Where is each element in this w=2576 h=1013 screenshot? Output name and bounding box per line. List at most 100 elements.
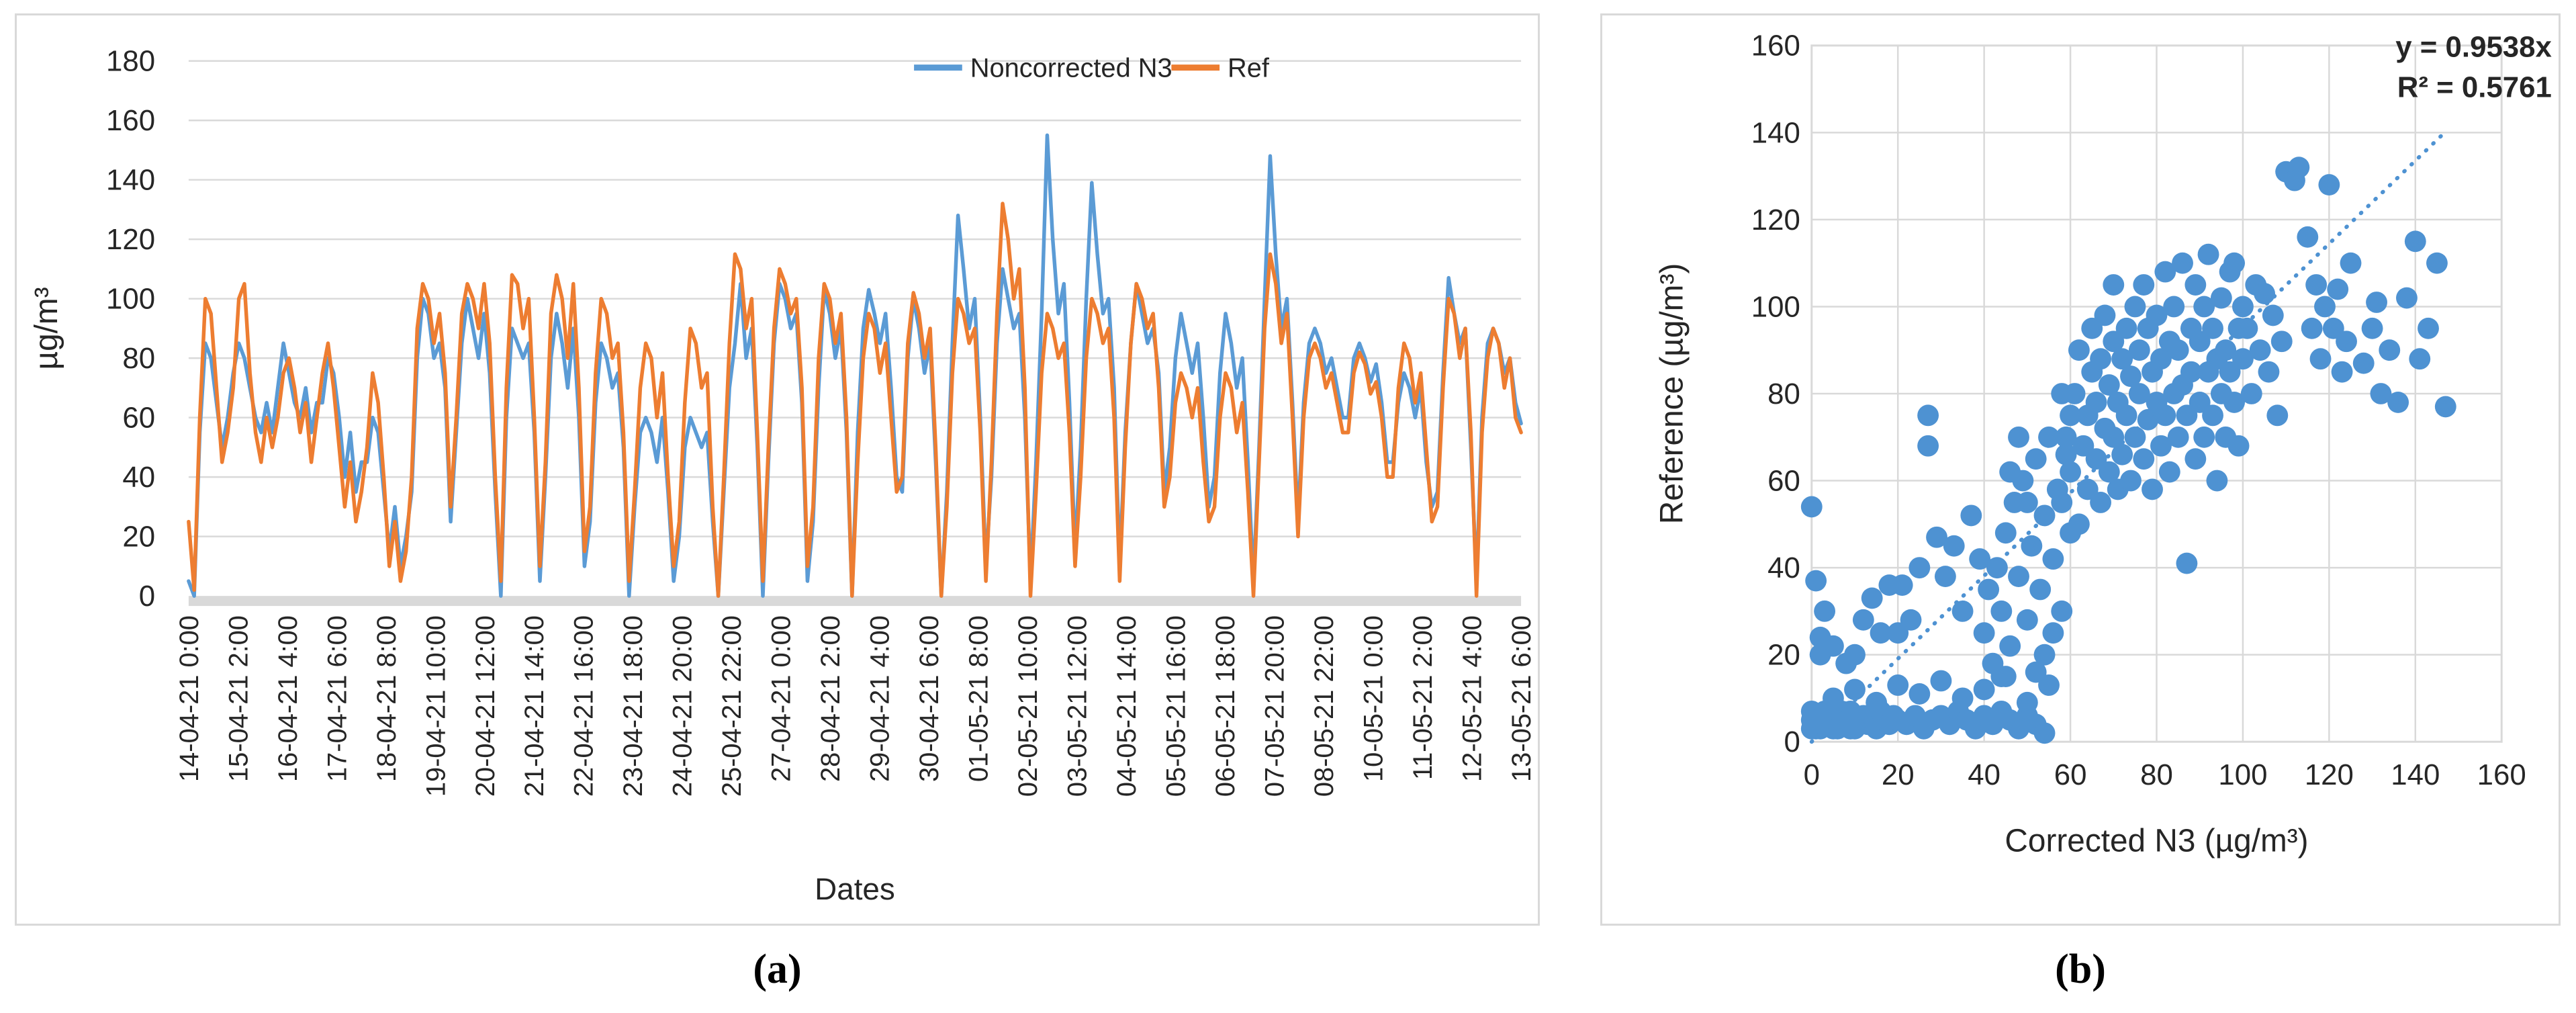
scatter-point <box>2133 448 2155 470</box>
scatter-point <box>2016 492 2038 513</box>
x-tick-label: 60 <box>2054 758 2087 791</box>
scatter-point <box>2029 578 2052 601</box>
scatter-point <box>1861 587 1883 609</box>
x-tick-label: 23-04-21 18:00 <box>618 615 648 797</box>
x-tick-label: 22-04-21 16:00 <box>569 615 599 797</box>
scatter-point <box>2322 317 2344 339</box>
scatter-point <box>2051 600 2073 622</box>
x-tick-label: 05-05-21 16:00 <box>1162 615 1191 797</box>
y-tick-label: 40 <box>1767 552 1800 584</box>
scatter-point <box>2327 278 2349 300</box>
x-tick-label: 06-05-21 18:00 <box>1211 615 1240 797</box>
x-tick-label: 28-04-21 2:00 <box>816 615 845 782</box>
scatter-point <box>2064 383 2086 404</box>
x-tick-label: 0 <box>1804 758 1820 791</box>
scatter-point <box>2176 404 2198 427</box>
scatter-point <box>2081 317 2103 339</box>
scatter-point <box>1994 522 2017 544</box>
x-tick-label: 24-04-21 20:00 <box>668 615 698 797</box>
scatter-point <box>2266 404 2289 427</box>
x-tick-label: 40 <box>1968 758 2000 791</box>
scatter-chart-panel: 0 20 40 60 80 100 120 140 160 0 20 40 60 80 100 120 140 1… <box>1600 13 2561 926</box>
scatter-point <box>2150 435 2172 457</box>
scatter-point <box>1839 717 1861 740</box>
ref-line <box>187 202 1523 598</box>
scatter-point <box>2240 383 2262 404</box>
x-tick-label: 08-05-21 22:00 <box>1309 615 1339 797</box>
scatter-point <box>2146 304 2168 326</box>
scatter-point <box>1917 435 1939 457</box>
y-axis-title: Reference (µg/m³) <box>1655 263 1690 525</box>
scatter-point <box>1951 687 1974 709</box>
scatter-point <box>2154 261 2176 283</box>
x-tick-label: 19-04-21 10:00 <box>421 615 451 797</box>
scatter-point <box>1814 600 1836 622</box>
scatter-point <box>2379 339 2401 361</box>
equation-line: y = 0.9538x <box>2395 31 2552 64</box>
x-tick-label: 29-04-21 4:00 <box>866 615 895 782</box>
scatter-point <box>2025 448 2047 470</box>
scatter-point <box>1969 548 1991 570</box>
x-tick-label: 140 <box>2391 758 2440 791</box>
scatter-point <box>2124 426 2146 448</box>
caption-a: (a) <box>753 946 802 992</box>
scatter-point <box>2262 304 2284 326</box>
scatter-point <box>1999 461 2021 483</box>
scatter-point <box>2172 252 2193 274</box>
scatter-point <box>2150 348 2172 370</box>
x-tick-label: 160 <box>2477 758 2526 791</box>
scatter-point <box>2016 691 2038 713</box>
y-axis-title: µg/m³ <box>29 287 64 369</box>
scatter-point <box>1844 644 1866 666</box>
y-tick-label: 0 <box>139 580 155 613</box>
scatter-point <box>2197 243 2219 265</box>
scatter-point <box>2305 274 2328 296</box>
x-tick-label: 15-04-21 2:00 <box>224 615 253 782</box>
scatter-point <box>2111 348 2133 370</box>
y-tick-label: 120 <box>1751 204 1800 236</box>
scatter-point <box>2055 426 2077 448</box>
scatter-point <box>2060 461 2081 483</box>
scatter-point <box>2336 331 2357 353</box>
x-tick-label: 14-04-21 0:00 <box>175 615 204 782</box>
y-tick-label: 60 <box>122 402 155 435</box>
x-tick-label: 20-04-21 12:00 <box>471 615 500 797</box>
x-tick-label: 21-04-21 14:00 <box>520 615 549 797</box>
scatter-point <box>2184 448 2207 470</box>
scatter-point <box>2076 478 2099 500</box>
scatter-point <box>2418 317 2439 339</box>
scatter-point <box>2033 644 2056 666</box>
trendline-equation: y = 0.9538x R² = 0.5761 <box>2395 31 2552 104</box>
y-tick-label: 140 <box>1751 116 1800 149</box>
scatter-point <box>2202 404 2223 427</box>
scatter-point <box>2193 426 2215 448</box>
scatter-point <box>2232 348 2254 370</box>
scatter-point <box>2038 426 2060 448</box>
scatter-point <box>1930 670 1952 692</box>
y-tick-label: 0 <box>1784 725 1800 758</box>
scatter-point <box>2124 296 2146 318</box>
scatter-point <box>2219 361 2241 383</box>
scatter-point <box>2189 392 2211 413</box>
x-tick-label: 27-04-21 0:00 <box>767 615 796 782</box>
scatter-point <box>2103 426 2125 448</box>
scatter-point <box>1986 557 2008 579</box>
scatter-point <box>2094 304 2116 326</box>
scatter-point <box>2120 365 2142 388</box>
scatter-point <box>1973 678 1995 701</box>
legend-label-noncorrected: Noncorrected N3 <box>970 54 1172 83</box>
scatter-point <box>2426 252 2448 274</box>
line-chart-panel: 0 20 40 60 80 100 120 140 160 180 µg/m³ 14-04-21 0:… <box>15 13 1540 926</box>
scatter-point <box>2068 339 2090 361</box>
legend-a: Noncorrected N3 Ref <box>914 54 1270 83</box>
scatter-point <box>2111 443 2133 466</box>
scatter-point <box>2042 548 2064 570</box>
legend-label-ref: Ref <box>1228 54 1270 83</box>
scatter-point <box>2404 230 2426 253</box>
y-tick-label: 40 <box>122 461 155 494</box>
scatter-point <box>2154 404 2176 427</box>
scatter-point <box>2202 317 2223 339</box>
scatter-point <box>2008 426 2029 448</box>
scatter-point <box>2167 339 2189 361</box>
scatter-point <box>1917 404 1939 427</box>
